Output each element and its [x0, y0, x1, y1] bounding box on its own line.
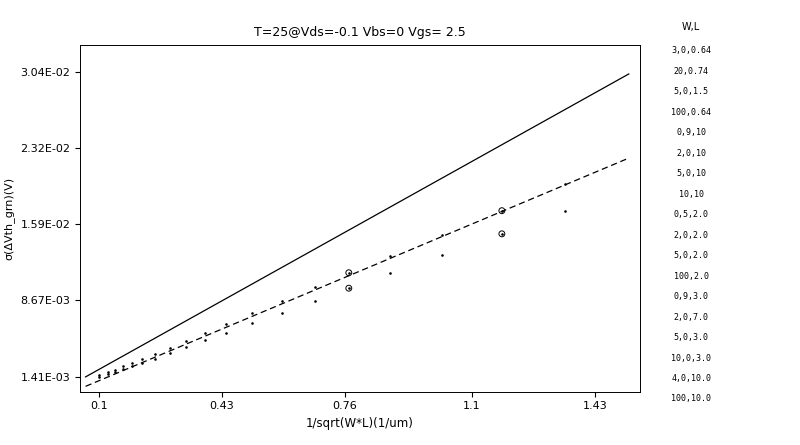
Point [309, 283, 322, 291]
Point [126, 362, 138, 369]
Text: 20,0.74: 20,0.74 [674, 67, 709, 76]
Text: 100,2.0: 100,2.0 [674, 271, 709, 281]
Point [495, 207, 508, 214]
Title: T=25@Vds=-0.1 Vbs=0 Vgs= 2.5: T=25@Vds=-0.1 Vbs=0 Vgs= 2.5 [254, 26, 466, 39]
Y-axis label: σ(ΔVth_grn)(V): σ(ΔVth_grn)(V) [4, 177, 14, 259]
Point [109, 366, 122, 373]
Point [117, 363, 130, 370]
Text: 5,0,1.5: 5,0,1.5 [674, 87, 709, 97]
X-axis label: 1/sqrt(W*L)(1/um): 1/sqrt(W*L)(1/um) [306, 417, 414, 430]
Point [135, 356, 148, 363]
Point [135, 360, 148, 367]
Text: 2,0,10: 2,0,10 [676, 149, 706, 158]
Point [436, 231, 449, 239]
Point [148, 351, 161, 358]
Point [180, 338, 193, 345]
Point [148, 355, 161, 362]
Text: 0,9,3.0: 0,9,3.0 [674, 292, 709, 301]
Point [495, 230, 508, 237]
Point [117, 365, 130, 372]
Point [92, 372, 105, 379]
Point [246, 320, 258, 327]
Point [342, 285, 355, 292]
Text: 2,0,7.0: 2,0,7.0 [674, 312, 709, 322]
Text: 0,5,2.0: 0,5,2.0 [674, 210, 709, 219]
Point [495, 207, 508, 214]
Point [102, 368, 114, 376]
Text: 4,0,10.0: 4,0,10.0 [671, 374, 711, 383]
Text: 100,10.0: 100,10.0 [671, 394, 711, 404]
Text: W,L: W,L [682, 22, 700, 32]
Point [219, 329, 232, 336]
Point [342, 285, 355, 292]
Point [309, 297, 322, 304]
Text: 5,0,10: 5,0,10 [676, 169, 706, 178]
Point [275, 297, 288, 304]
Point [126, 359, 138, 366]
Point [163, 344, 176, 352]
Point [436, 251, 449, 259]
Point [342, 269, 355, 276]
Text: 10,10: 10,10 [678, 190, 704, 199]
Point [102, 370, 114, 377]
Point [219, 320, 232, 328]
Point [198, 329, 211, 336]
Point [383, 270, 396, 277]
Text: 100,0.64: 100,0.64 [671, 108, 711, 117]
Text: 5,0,3.0: 5,0,3.0 [674, 333, 709, 342]
Point [198, 337, 211, 344]
Point [383, 252, 396, 259]
Point [92, 373, 105, 380]
Point [275, 309, 288, 316]
Text: 10,0,3.0: 10,0,3.0 [671, 353, 711, 363]
Text: 5,0,2.0: 5,0,2.0 [674, 251, 709, 260]
Text: 3,0,0.64: 3,0,0.64 [671, 46, 711, 56]
Point [246, 310, 258, 317]
Point [180, 344, 193, 351]
Point [163, 350, 176, 357]
Text: 2,0,2.0: 2,0,2.0 [674, 231, 709, 240]
Point [559, 207, 572, 214]
Point [559, 181, 572, 188]
Point [109, 368, 122, 375]
Text: 0,9,10: 0,9,10 [676, 128, 706, 138]
Point [342, 269, 355, 276]
Point [495, 230, 508, 237]
